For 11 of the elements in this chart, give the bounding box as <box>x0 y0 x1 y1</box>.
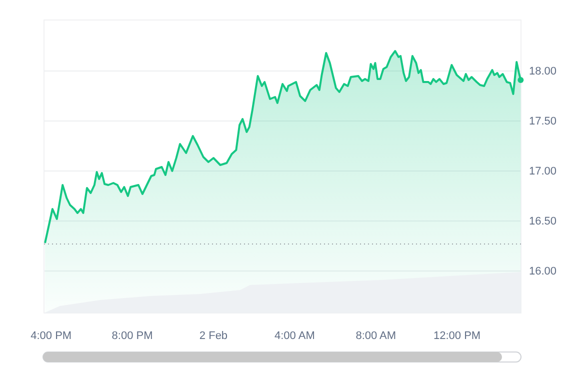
x-tick-label: 8:00 PM <box>112 330 153 342</box>
y-tick-label: 17.50 <box>529 116 557 128</box>
x-tick-label: 12:00 PM <box>434 330 481 342</box>
y-tick-label: 17.00 <box>529 166 557 178</box>
x-tick-label: 8:00 AM <box>356 330 396 342</box>
y-tick-label: 18.00 <box>529 66 557 78</box>
y-tick-label: 16.50 <box>529 216 557 228</box>
x-tick-label: 4:00 PM <box>30 330 72 342</box>
x-tick-label: 4:00 AM <box>274 330 315 342</box>
y-tick-label: 16.00 <box>529 266 557 278</box>
x-tick-label: 2 Feb <box>199 330 228 342</box>
